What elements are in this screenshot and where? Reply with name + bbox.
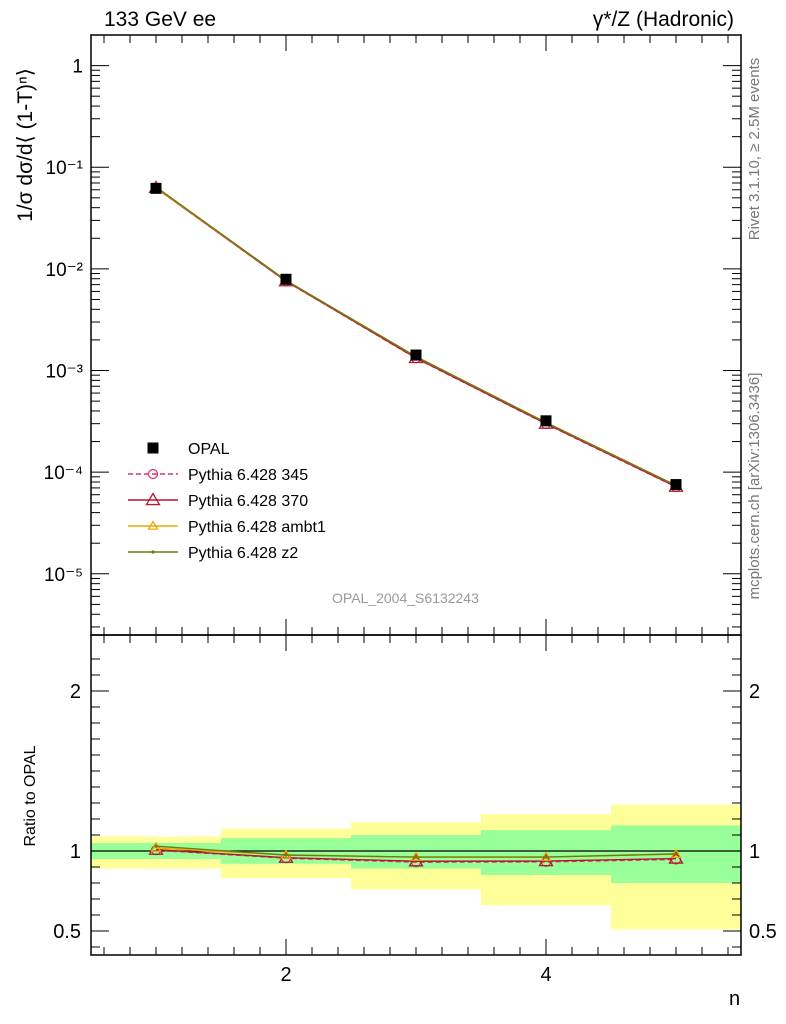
ratio-pythia-6-428-370-line [155,849,677,862]
legend-marker-pythia-6-428-ambt1 [147,520,159,530]
legend-marker-pythia-6-428-z2 [151,550,155,554]
ratio-pythia-6-428-z2-point-2 [284,853,288,857]
opal-data-point-5 [670,479,682,491]
main-pythia-6-428-z2-line [155,186,677,486]
x-tick-label: 4 [540,964,551,986]
rivet-label: Rivet 3.1.10, ≥ 2.5M events [746,57,763,241]
mcplots-label: mcplots.cern.ch [arXiv:1306.3436] [746,372,763,600]
ratio-y-tick-label-right: 1 [749,841,760,863]
legend-label-pythia-6-428-345: Pythia 6.428 345 [188,467,308,484]
ratio-y-tick-label-right: 0.5 [749,921,777,943]
main-y-tick-label: 10⁻⁴ [44,463,83,484]
opal-data-point-2 [280,273,292,285]
main-y-axis-label: 1/σ dσ/d⟨ (1-T)ⁿ⟩ [14,68,37,222]
right-title: γ*/Z (Hadronic) [592,8,734,31]
left-title: 133 GeV ee [104,8,217,31]
main-y-tick-label: 10⁻² [46,260,84,281]
main-y-tick-label: 10⁻⁵ [44,565,83,586]
opal-data-point-1 [150,182,162,194]
x-axis-label: n [729,988,741,1010]
legend: OPAL Pythia 6.428 345 Pythia 6.428 370 Pyth… [128,441,326,562]
main-series [148,180,684,493]
legend-label-opal: OPAL [188,441,230,458]
main-pythia-6-428-345-line [155,187,677,488]
opal-data-point-4 [540,415,552,427]
x-tick-label: 2 [280,964,291,986]
legend-label-pythia-6-428-z2: Pythia 6.428 z2 [188,545,298,562]
legend-label-pythia-6-428-ambt1: Pythia 6.428 ambt1 [188,519,326,536]
ratio-pythia-6-428-ambt1-point-1 [150,842,162,852]
legend-label-pythia-6-428-370: Pythia 6.428 370 [188,493,308,510]
main-pythia-6-428-370-line [155,187,677,488]
main-pythia-6-428-ambt1-line [155,186,677,487]
axis-ticks [91,34,741,955]
ratio-pythia-6-428-z2-point-5 [674,852,678,856]
main-y-tick-label: 10⁻¹ [46,158,84,179]
watermark: OPAL_2004_S6132243 [332,590,479,606]
tick-labels: 1 10⁻¹ 10⁻² 10⁻³ 10⁻⁴ 10⁻⁵ 0.5 0.5 1 1 2 2 2 4 [44,57,777,986]
main-y-tick-label: 1 [72,57,83,78]
legend-marker-pythia-6-428-345 [147,468,159,480]
ratio-pythia-6-428-345-line [155,849,677,863]
ratio-series [148,841,684,868]
ratio-pythia-6-428-z2-point-4 [544,855,548,859]
ratio-y-tick-label-left: 2 [70,681,81,703]
legend-marker-pythia-6-428-370 [145,492,161,506]
ratio-pythia-6-428-z2-point-3 [414,855,418,859]
ratio-y-axis-label: Ratio to OPAL [22,745,39,847]
legend-marker-opal [147,442,159,454]
ratio-y-tick-label-right: 2 [749,681,760,703]
ratio-pythia-6-428-z2-point-1 [154,844,158,848]
ratio-y-tick-label-left: 0.5 [53,921,81,943]
ratio-y-tick-label-left: 1 [70,841,81,863]
main-y-tick-label: 10⁻³ [46,362,84,383]
opal-data-point-3 [410,349,422,361]
